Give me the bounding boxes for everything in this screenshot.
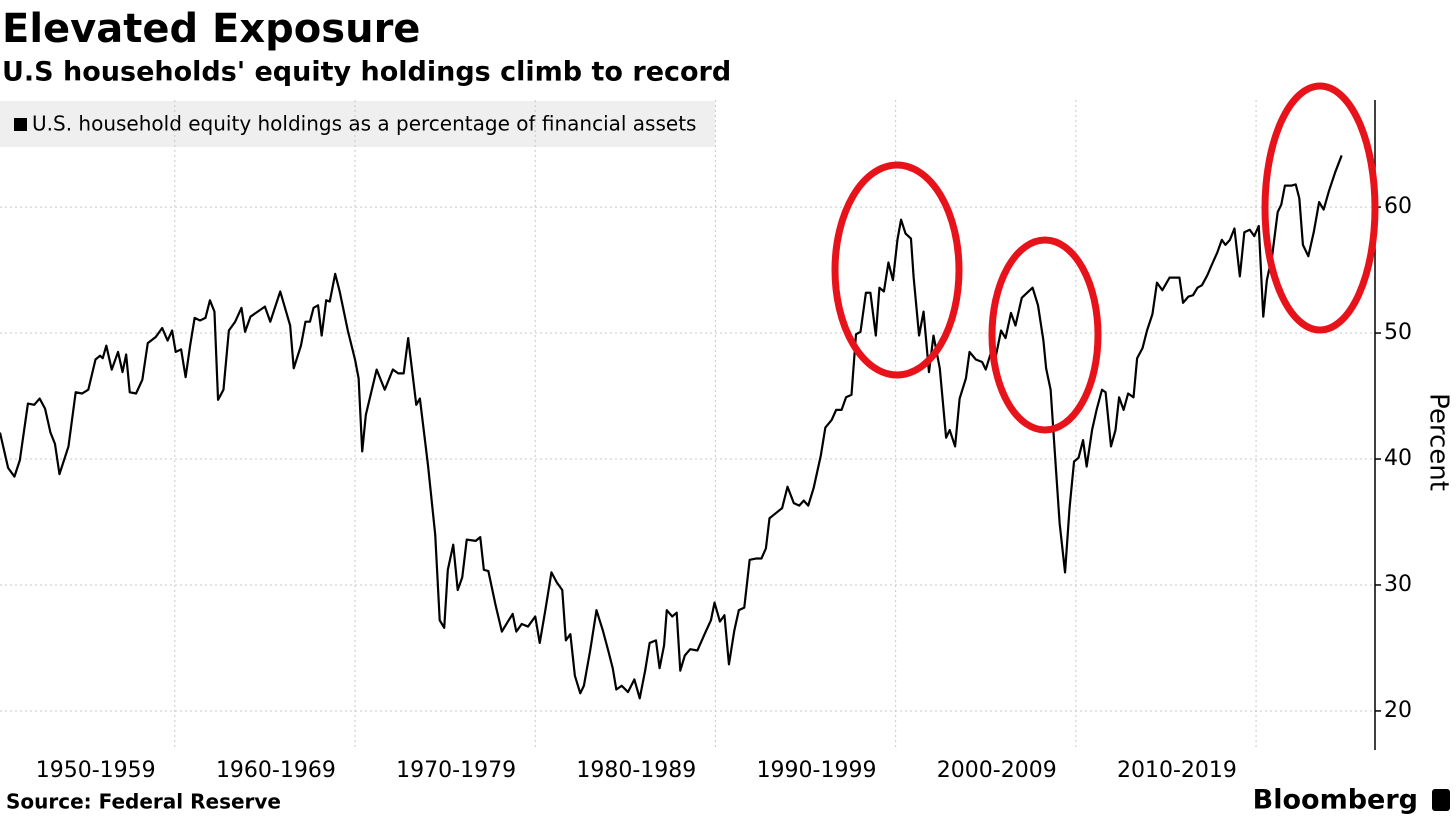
annotations [831, 82, 1379, 434]
y-tick-label: 20 [1384, 698, 1412, 723]
chart-subtitle: U.S households' equity holdings climb to… [2, 57, 731, 88]
legend-swatch [14, 118, 27, 131]
x-tick-label: 2010-2019 [1117, 758, 1237, 783]
x-tick-label: 2000-2009 [937, 758, 1057, 783]
x-tick-label: 1980-1989 [576, 758, 696, 783]
y-tick-label: 50 [1384, 320, 1412, 345]
source-note: Source: Federal Reserve [6, 790, 281, 814]
chart-title: Elevated Exposure [2, 6, 420, 52]
legend-box [0, 101, 715, 147]
legend-label: U.S. household equity holdings as a perc… [32, 112, 696, 136]
x-tick-label: 1990-1999 [757, 758, 877, 783]
y-tick-label: 60 [1384, 194, 1412, 219]
highlight-circle [1261, 82, 1379, 334]
x-tick-label: 1960-1969 [216, 758, 336, 783]
highlight-circle [988, 236, 1102, 434]
data-line [0, 155, 1343, 700]
brand-logo: Bloomberg [1253, 785, 1418, 816]
y-tick-label: 40 [1384, 446, 1412, 471]
x-tick-label: 1970-1979 [396, 758, 516, 783]
y-tick-label: 30 [1384, 572, 1412, 597]
brand-icon [1432, 789, 1450, 811]
x-tick-label: 1950-1959 [36, 758, 156, 783]
y-axis-label: Percent [1424, 393, 1454, 491]
highlight-circle [831, 161, 963, 379]
